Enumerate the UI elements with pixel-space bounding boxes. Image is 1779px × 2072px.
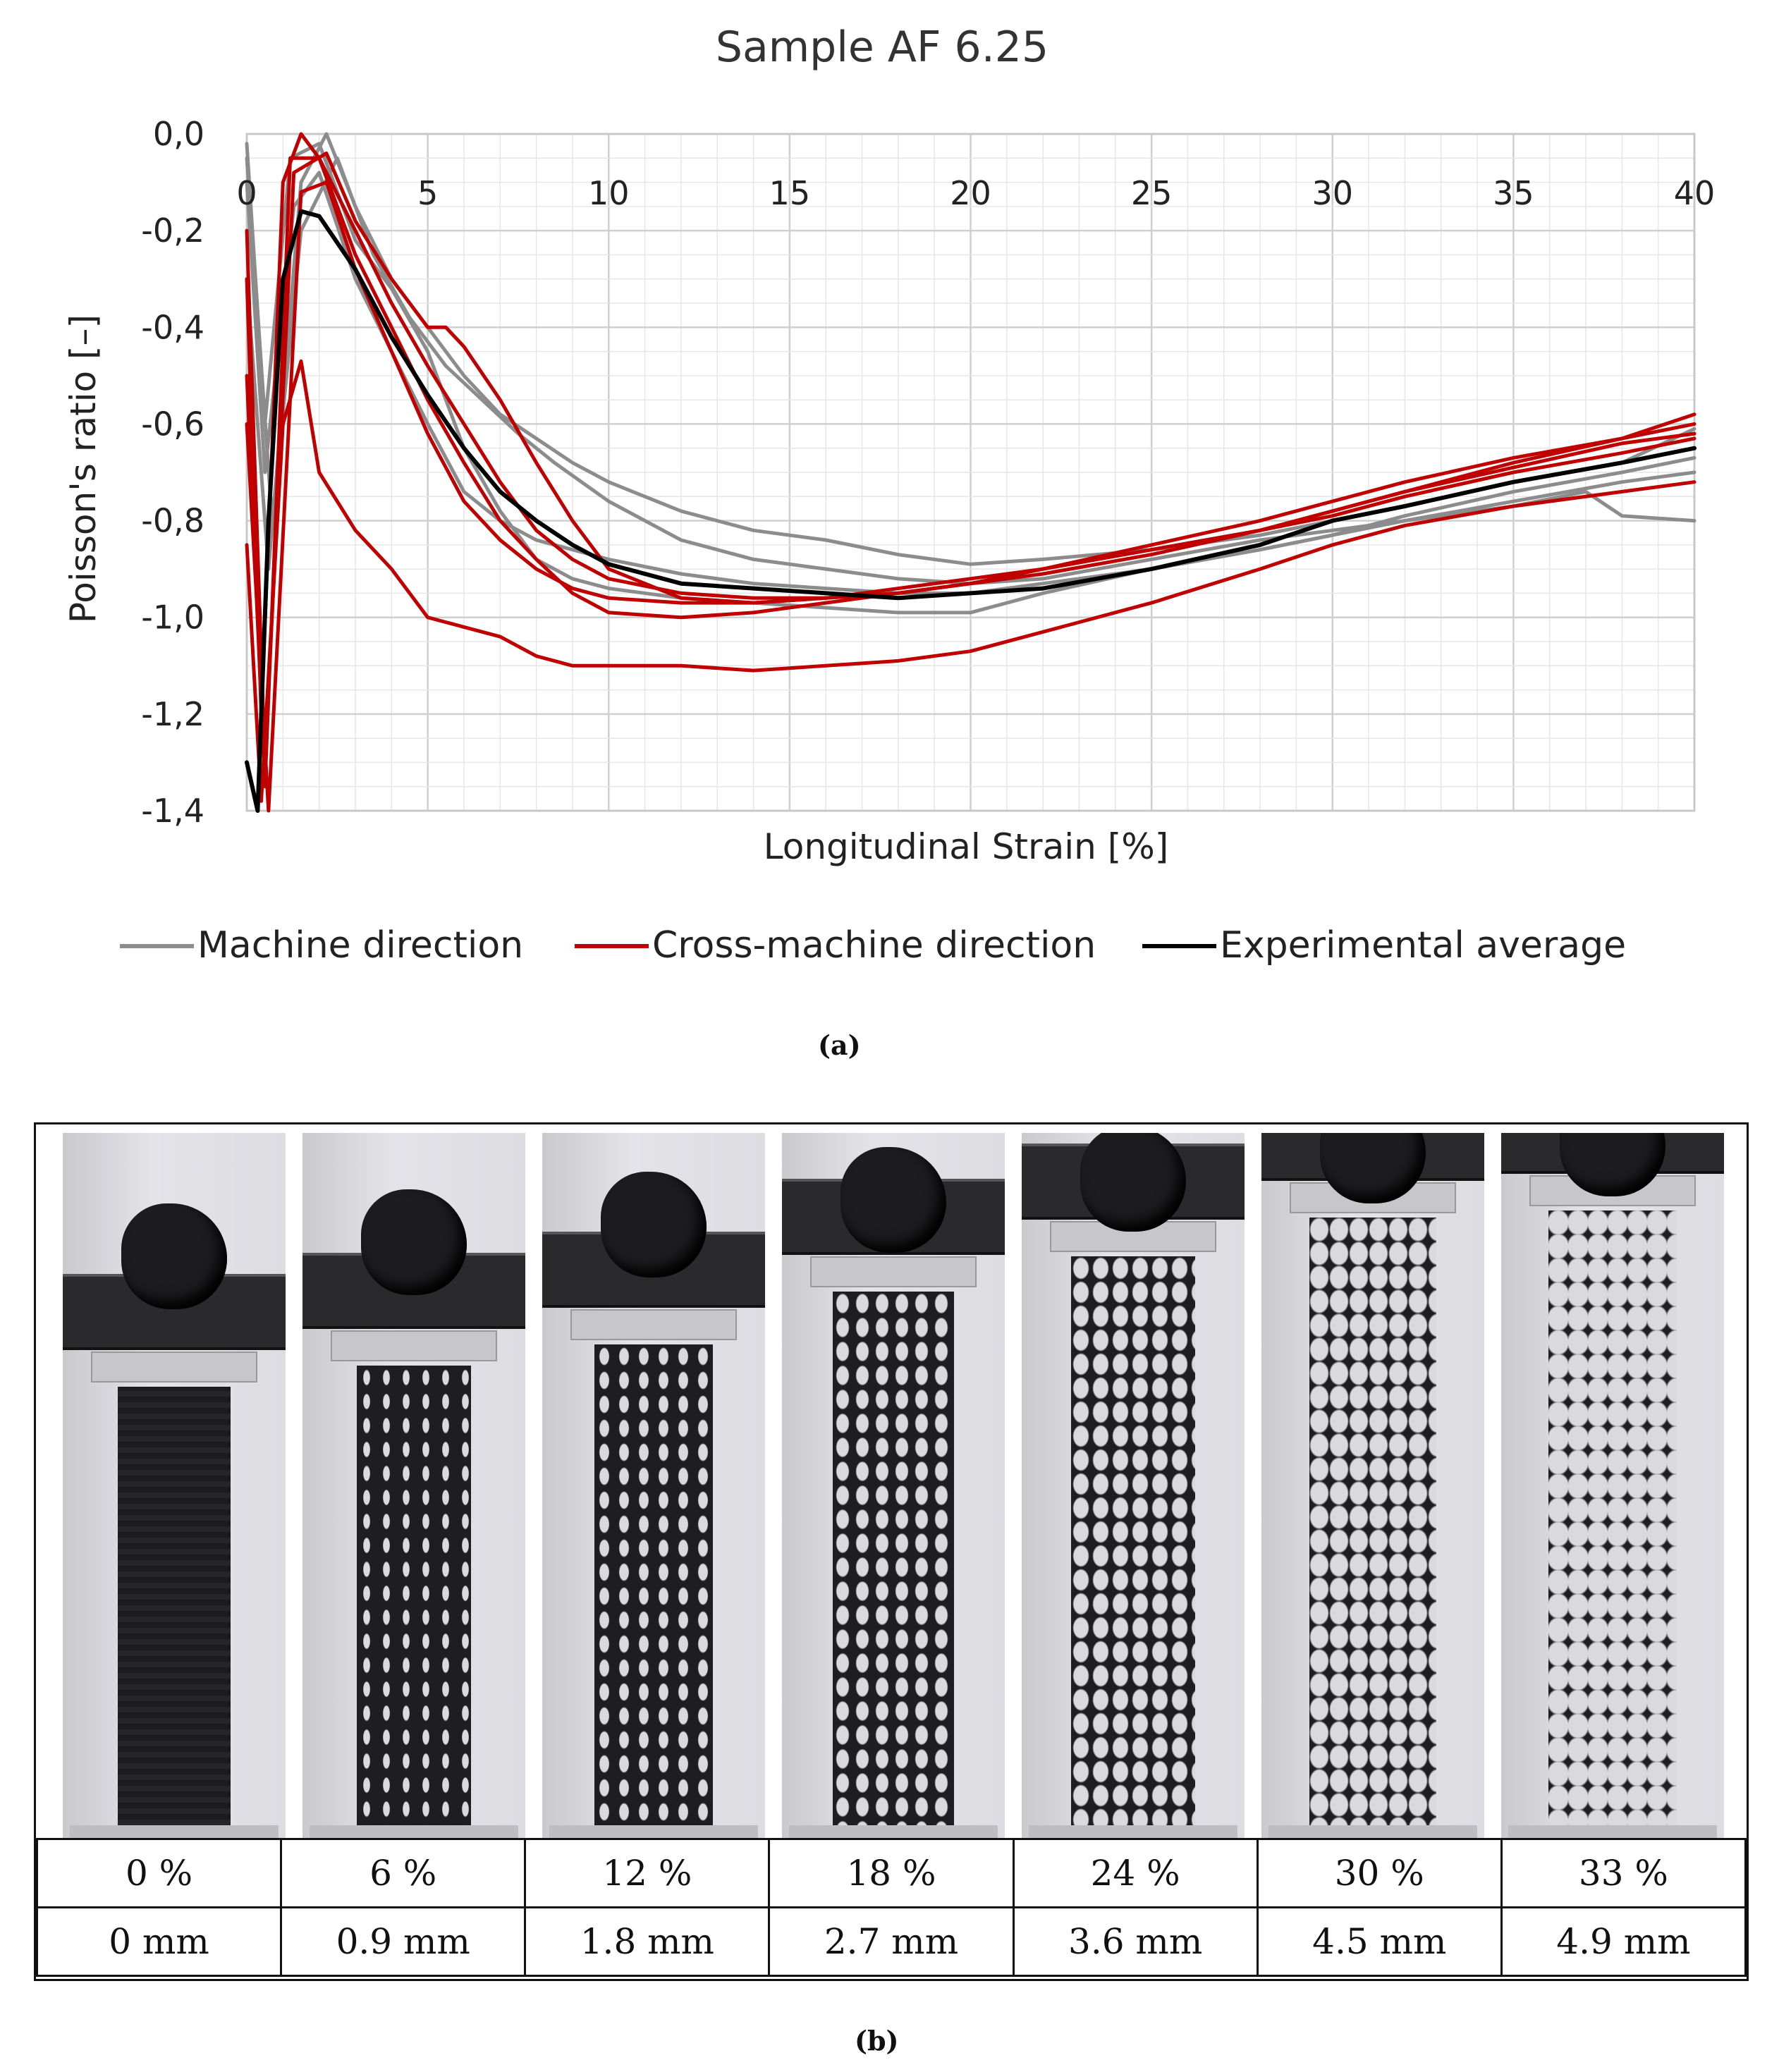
auxetic-sample <box>118 1387 231 1825</box>
clamp-plate <box>810 1256 977 1287</box>
y-tick-label: -0,4 <box>141 308 204 346</box>
lower-clamp <box>310 1825 518 1838</box>
sample-photo-strip <box>63 1133 1737 1838</box>
auxetic-sample <box>357 1366 471 1825</box>
x-tick-label: 15 <box>769 174 811 212</box>
auxetic-sample <box>1309 1218 1436 1825</box>
clamp-knob <box>121 1203 227 1309</box>
strain-cell: 0 % <box>35 1838 283 1908</box>
y-tick-label: -1,0 <box>141 599 204 637</box>
y-tick-label: -0,2 <box>141 212 204 250</box>
strain-table: 0 % 6 % 12 % 18 % 24 % 30 % 33 % 0 mm 0.… <box>35 1838 1747 1977</box>
clamp-knob <box>840 1147 946 1253</box>
displacement-cell: 2.7 mm <box>768 1906 1015 1977</box>
auxetic-sample <box>1071 1256 1195 1825</box>
clamp-knob <box>1080 1133 1186 1232</box>
y-tick-label: -0,6 <box>141 405 204 443</box>
x-tick-label: 20 <box>950 174 991 212</box>
displacement-cell: 4.5 mm <box>1256 1906 1503 1977</box>
lower-clamp <box>789 1825 998 1838</box>
poisson-ratio-chart: Sample AF 6.25 0 5 10 15 20 25 30 35 40 0,0 -0,2 -0… <box>63 23 1715 967</box>
displacement-row: 0 mm 0.9 mm 1.8 mm 2.7 mm 3.6 mm 4.5 mm … <box>35 1906 1747 1977</box>
chart-grid <box>245 133 1696 812</box>
x-tick-label: 30 <box>1312 174 1353 212</box>
displacement-cell: 1.8 mm <box>524 1906 771 1977</box>
strain-cell: 6 % <box>280 1838 527 1908</box>
y-tick-label: -0,8 <box>141 502 204 540</box>
series-line-machine <box>245 171 1697 595</box>
legend-label-machine: Machine direction <box>197 924 523 967</box>
series-layer <box>245 132 1697 813</box>
auxetic-sample <box>594 1344 713 1825</box>
sample-photo <box>542 1133 765 1838</box>
lower-clamp <box>549 1825 758 1838</box>
clamp-plate <box>570 1309 737 1340</box>
y-tick-label: -1,2 <box>141 695 204 733</box>
y-tick-label: -1,4 <box>141 792 204 830</box>
series-line-average <box>245 209 1697 813</box>
chart-legend: Machine direction Cross-machine direction… <box>120 924 1626 967</box>
lower-clamp <box>1029 1825 1237 1838</box>
lower-clamp <box>70 1825 279 1838</box>
chart-title: Sample AF 6.25 <box>716 23 1049 72</box>
series-line-cross <box>245 359 1697 803</box>
sample-photo <box>1501 1133 1724 1838</box>
legend-label-average: Experimental average <box>1220 924 1626 967</box>
legend-label-cross: Cross-machine direction <box>652 924 1096 967</box>
tick-labels: 0 5 10 15 20 25 30 35 40 0,0 -0,2 -0,4 -0,6 -0,8 -1,0 -… <box>141 115 1715 830</box>
sample-photo <box>302 1133 525 1838</box>
sample-photo <box>1022 1133 1245 1838</box>
displacement-cell: 4.9 mm <box>1500 1906 1747 1977</box>
sample-photo <box>63 1133 286 1838</box>
x-tick-label: 0 <box>236 174 257 212</box>
clamp-knob <box>361 1189 467 1295</box>
strain-cell: 24 % <box>1012 1838 1259 1908</box>
strain-cell: 30 % <box>1256 1838 1503 1908</box>
panel-b-caption: (b) <box>855 2025 899 2056</box>
clamp-plate <box>331 1330 497 1361</box>
lower-clamp <box>1268 1825 1477 1838</box>
clamp-plate <box>91 1351 257 1383</box>
panel-a-caption: (a) <box>818 1029 861 1061</box>
series-line-cross <box>245 132 1697 716</box>
x-tick-label: 35 <box>1493 174 1534 212</box>
sample-photo <box>1261 1133 1484 1838</box>
strain-cell: 33 % <box>1500 1838 1747 1908</box>
auxetic-sample <box>1548 1210 1677 1825</box>
y-tick-label: 0,0 <box>153 115 204 153</box>
x-tick-label: 25 <box>1131 174 1173 212</box>
lower-clamp <box>1508 1825 1717 1838</box>
displacement-cell: 3.6 mm <box>1012 1906 1259 1977</box>
x-axis-title: Longitudinal Strain [%] <box>764 826 1168 867</box>
clamp-knob <box>601 1172 707 1277</box>
x-tick-label: 10 <box>588 174 630 212</box>
x-tick-label: 5 <box>417 174 438 212</box>
series-line-cross <box>245 151 1697 764</box>
displacement-cell: 0.9 mm <box>280 1906 527 1977</box>
strain-row: 0 % 6 % 12 % 18 % 24 % 30 % 33 % <box>35 1838 1747 1908</box>
x-tick-label: 40 <box>1674 174 1716 212</box>
auxetic-sample <box>833 1292 954 1825</box>
displacement-cell: 0 mm <box>35 1906 283 1977</box>
photo-panel: 0 % 6 % 12 % 18 % 24 % 30 % 33 % 0 mm 0.… <box>34 1122 1749 1981</box>
strain-cell: 18 % <box>768 1838 1015 1908</box>
y-axis-title: Poisson's ratio [–] <box>63 314 104 623</box>
strain-cell: 12 % <box>524 1838 771 1908</box>
sample-photo <box>782 1133 1005 1838</box>
